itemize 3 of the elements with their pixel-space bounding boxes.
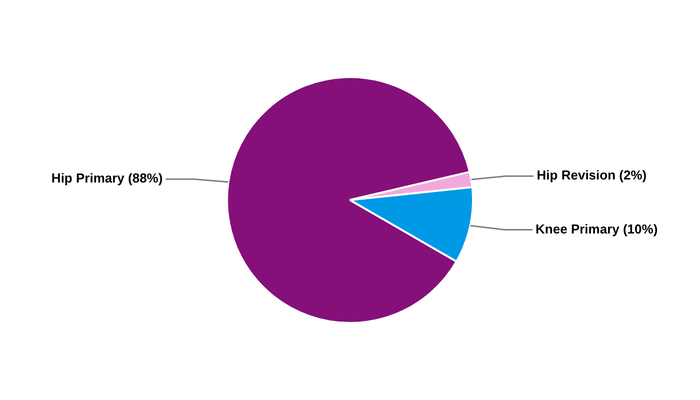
- slice-label: Hip Primary (88%): [51, 170, 163, 186]
- slice-label: Knee Primary (10%): [536, 221, 658, 236]
- slice-label: Hip Revision (2%): [536, 168, 647, 183]
